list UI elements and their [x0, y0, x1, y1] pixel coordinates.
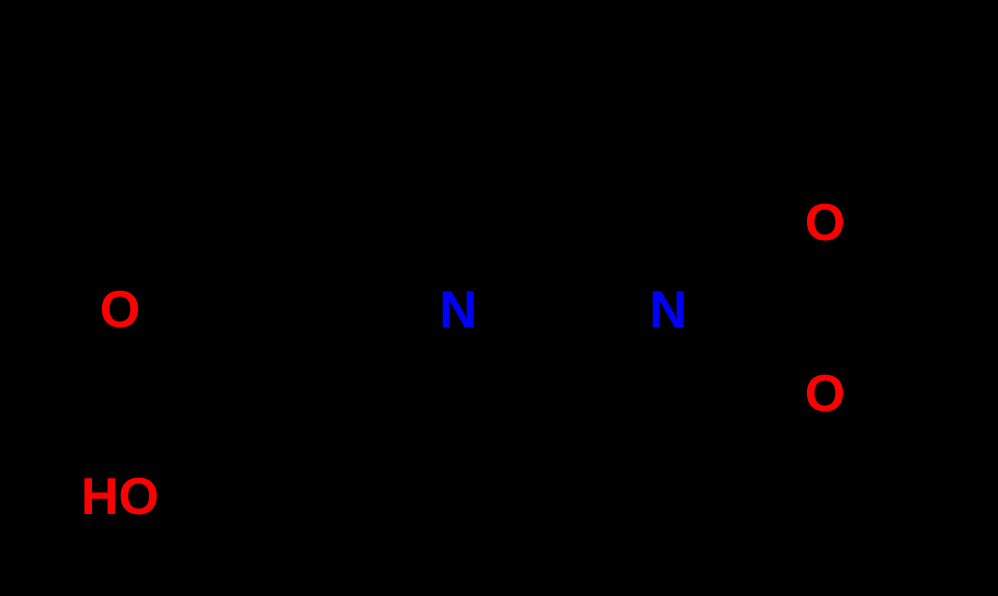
bond	[776, 306, 818, 370]
bond	[614, 138, 668, 223]
bond	[875, 138, 922, 223]
bond	[471, 330, 515, 394]
molecule-diagram: O HO N N O O	[0, 0, 998, 596]
bond	[614, 223, 655, 290]
bond	[471, 223, 515, 290]
atom-label-N2: N	[649, 281, 687, 339]
atoms-layer: O HO N N O O	[81, 194, 845, 526]
atom-label-O1: O	[100, 281, 140, 339]
atom-label-N1: N	[439, 281, 477, 339]
atom-label-O2: O	[805, 194, 845, 252]
bond	[770, 50, 825, 138]
atom-label-OH: HO	[81, 468, 159, 526]
bond	[614, 330, 655, 394]
bonds-layer	[129, 50, 980, 461]
bond	[770, 243, 812, 310]
bond	[141, 394, 180, 461]
bond	[922, 223, 980, 310]
bond	[290, 310, 360, 394]
atom-label-O3: O	[805, 365, 845, 423]
bond	[922, 138, 980, 223]
bond	[764, 314, 806, 378]
